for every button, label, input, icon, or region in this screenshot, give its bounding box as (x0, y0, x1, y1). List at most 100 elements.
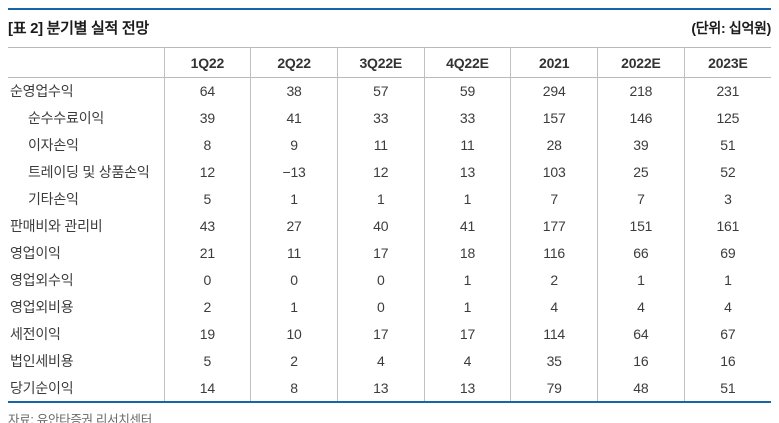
column-header-2023e: 2023E (683, 47, 771, 78)
row-label: 영업외비용 (10, 299, 74, 315)
cell-value: 7 (510, 185, 598, 213)
cell-value: 41 (250, 104, 338, 132)
cell-value: 51 (683, 131, 771, 159)
cell-value: 39 (597, 131, 685, 159)
cell-value: 38 (250, 77, 338, 105)
table-title: [표 2] 분기별 실적 전망 (8, 20, 149, 37)
cell-value: 9 (250, 131, 338, 159)
cell-value: 17 (336, 239, 425, 267)
cell-value: 0 (163, 266, 251, 294)
column-header-1q22: 1Q22 (163, 47, 251, 78)
cell-value: 51 (683, 374, 771, 402)
cell-value: 21 (163, 239, 251, 267)
cell-value: 0 (250, 266, 338, 294)
top-divider (8, 8, 771, 10)
cell-value: 4 (510, 293, 598, 321)
table-row: 영업외비용 2 1 0 1 4 4 4 (8, 293, 771, 321)
column-header-2021: 2021 (510, 47, 598, 78)
cell-value: 1 (336, 185, 425, 213)
row-label: 영업이익 (10, 245, 61, 261)
row-label: 순영업수익 (10, 83, 74, 100)
table-row: 영업외수익 0 0 0 1 2 1 1 (8, 266, 771, 294)
cell-value: 57 (336, 77, 425, 105)
cell-value: 3 (683, 185, 771, 213)
cell-value: 103 (510, 158, 598, 186)
cell-value: 59 (423, 77, 511, 105)
cell-value: 40 (336, 212, 425, 240)
cell-value: 125 (683, 104, 771, 132)
cell-value: 2 (163, 293, 251, 321)
cell-value: 52 (683, 158, 771, 186)
cell-value: 10 (250, 320, 338, 348)
cell-value: 64 (163, 77, 251, 105)
cell-value: 16 (683, 347, 771, 375)
table-row: 세전이익 19 10 17 17 114 64 67 (8, 320, 771, 348)
cell-value: 11 (336, 131, 425, 159)
cell-value: 116 (510, 239, 598, 267)
cell-value: 16 (597, 347, 685, 375)
cell-value: 13 (336, 374, 425, 402)
row-label: 판매비와 관리비 (10, 218, 103, 234)
cell-value: 25 (597, 158, 685, 186)
table-row: 트레이딩 및 상품손익 12 −13 12 13 103 25 52 (8, 158, 771, 186)
title-row: [표 2] 분기별 실적 전망 (단위: 십억원) (8, 17, 771, 38)
cell-value: 35 (510, 347, 598, 375)
cell-value: 1 (250, 293, 338, 321)
cell-value: 0 (336, 293, 425, 321)
table-row: 판매비와 관리비 43 27 40 41 177 151 161 (8, 212, 771, 240)
cell-value: 161 (683, 212, 771, 240)
cell-value: 1 (423, 185, 511, 213)
cell-value: 218 (597, 77, 685, 105)
cell-value: 28 (510, 131, 598, 159)
cell-value: 7 (597, 185, 685, 213)
cell-value: 13 (423, 158, 511, 186)
cell-value: 1 (423, 266, 511, 294)
cell-value: 12 (336, 158, 425, 186)
column-header-2q22: 2Q22 (250, 47, 338, 78)
column-header-3q22e: 3Q22E (336, 47, 425, 78)
cell-value: 4 (597, 293, 685, 321)
cell-value: 43 (163, 212, 251, 240)
row-label: 기타손익 (28, 191, 79, 207)
cell-value: 157 (510, 104, 598, 132)
cell-value: 64 (597, 320, 685, 348)
cell-value: 39 (163, 104, 251, 132)
cell-value: 48 (597, 374, 685, 402)
cell-value: 69 (683, 239, 771, 267)
cell-value: 79 (510, 374, 598, 402)
cell-value: 2 (250, 347, 338, 375)
cell-value: −13 (250, 158, 338, 186)
row-label: 이자손익 (28, 137, 79, 153)
cell-value: 11 (423, 131, 511, 159)
cell-value: 66 (597, 239, 685, 267)
row-label: 당기순이익 (10, 379, 74, 396)
table-row: 이자손익 8 9 11 11 28 39 51 (8, 131, 771, 159)
table-row: 기타손익 5 1 1 1 7 7 3 (8, 185, 771, 213)
cell-value: 0 (336, 266, 425, 294)
column-header-row: 1Q22 2Q22 3Q22E 4Q22E 2021 2022E 2023E (8, 47, 771, 78)
row-label: 순수수료이익 (28, 110, 105, 126)
cell-value: 14 (163, 374, 251, 402)
unit-label: (단위: 십억원) (691, 20, 771, 36)
cell-value: 41 (423, 212, 511, 240)
cell-value: 18 (423, 239, 511, 267)
cell-value: 1 (250, 185, 338, 213)
cell-value: 1 (597, 266, 685, 294)
cell-value: 33 (423, 104, 511, 132)
table-header: 1Q22 2Q22 3Q22E 4Q22E 2021 2022E 2023E (8, 47, 771, 78)
cell-value: 231 (683, 77, 771, 105)
cell-value: 27 (250, 212, 338, 240)
cell-value: 12 (163, 158, 251, 186)
cell-value: 114 (510, 320, 598, 348)
cell-value: 2 (510, 266, 598, 294)
cell-value: 151 (597, 212, 685, 240)
cell-value: 8 (250, 374, 338, 402)
column-header-4q22e: 4Q22E (423, 47, 511, 78)
cell-value: 17 (423, 320, 511, 348)
cell-value: 8 (163, 131, 251, 159)
row-label: 세전이익 (10, 326, 61, 342)
cell-value: 4 (423, 347, 511, 375)
cell-value: 33 (336, 104, 425, 132)
table-row: 순영업수익 64 38 57 59 294 218 231 (8, 77, 771, 105)
cell-value: 1 (683, 266, 771, 294)
